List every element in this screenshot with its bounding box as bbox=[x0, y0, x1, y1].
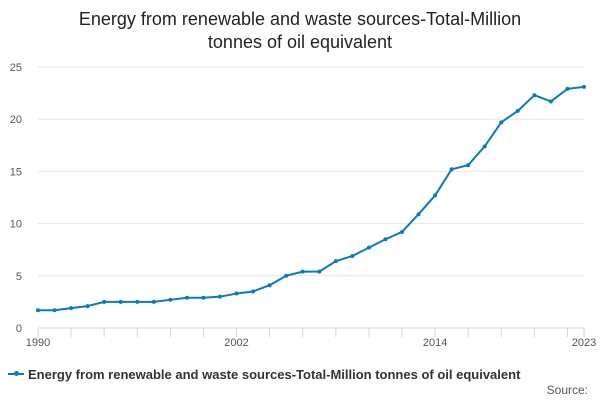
data-point[interactable] bbox=[582, 84, 586, 89]
data-point[interactable] bbox=[482, 144, 487, 149]
y-tick-label: 15 bbox=[10, 166, 22, 178]
data-point[interactable] bbox=[218, 294, 222, 299]
data-point[interactable] bbox=[548, 99, 553, 104]
y-tick-label: 10 bbox=[10, 219, 22, 231]
legend-item[interactable]: Energy from renewable and waste sources-… bbox=[8, 365, 520, 383]
data-point[interactable] bbox=[267, 283, 272, 288]
data-point[interactable] bbox=[449, 167, 454, 172]
data-point[interactable] bbox=[350, 253, 355, 258]
data-point[interactable] bbox=[69, 306, 74, 311]
x-tick-label: 2023 bbox=[572, 337, 596, 349]
data-point[interactable] bbox=[251, 289, 256, 294]
source-label: Source: bbox=[546, 383, 588, 397]
data-point[interactable] bbox=[102, 299, 107, 304]
data-point[interactable] bbox=[151, 299, 156, 304]
data-point[interactable] bbox=[284, 273, 289, 278]
data-point[interactable] bbox=[532, 93, 537, 98]
chart-title: Energy from renewable and waste sources-… bbox=[0, 8, 600, 54]
data-point[interactable] bbox=[433, 193, 438, 198]
x-tick-label: 2002 bbox=[224, 337, 248, 349]
legend-marker-icon bbox=[8, 371, 24, 376]
series-line[interactable] bbox=[37, 85, 585, 312]
series-group bbox=[36, 84, 586, 313]
data-point[interactable] bbox=[201, 295, 206, 300]
data-point[interactable] bbox=[118, 299, 123, 304]
data-point[interactable] bbox=[366, 245, 371, 250]
data-point[interactable] bbox=[400, 229, 404, 234]
chart-title-line-2: tonnes of oil equivalent bbox=[207, 32, 393, 52]
x-axis bbox=[37, 327, 585, 337]
data-point[interactable] bbox=[300, 269, 305, 274]
x-tick-label: 2014 bbox=[423, 337, 447, 349]
data-point[interactable] bbox=[85, 304, 90, 309]
data-point[interactable] bbox=[515, 108, 520, 113]
y-tick-label: 25 bbox=[10, 62, 22, 74]
legend-label: Energy from renewable and waste sources-… bbox=[28, 366, 521, 382]
y-axis-labels: 0 5 10 15 20 25 bbox=[10, 62, 22, 335]
chart-title-line-1: Energy from renewable and waste sources-… bbox=[78, 9, 522, 29]
data-point[interactable] bbox=[52, 308, 57, 313]
y-tick-label: 20 bbox=[10, 114, 22, 126]
grid-lines bbox=[38, 66, 584, 277]
x-tick-label: 1990 bbox=[26, 337, 50, 349]
data-point[interactable] bbox=[36, 308, 40, 313]
data-point[interactable] bbox=[135, 299, 140, 304]
data-point[interactable] bbox=[466, 163, 471, 168]
data-point[interactable] bbox=[168, 297, 173, 302]
x-axis-labels: 1990 2002 2014 2023 bbox=[26, 337, 596, 349]
data-point[interactable] bbox=[565, 86, 570, 91]
y-tick-label: 0 bbox=[16, 323, 22, 335]
data-point[interactable] bbox=[383, 237, 388, 242]
data-point[interactable] bbox=[184, 295, 189, 300]
data-point[interactable] bbox=[234, 291, 239, 296]
data-point[interactable] bbox=[499, 120, 504, 125]
data-point[interactable] bbox=[333, 259, 338, 264]
data-point[interactable] bbox=[317, 269, 322, 274]
y-tick-label: 5 bbox=[16, 271, 22, 283]
data-point[interactable] bbox=[416, 212, 421, 217]
